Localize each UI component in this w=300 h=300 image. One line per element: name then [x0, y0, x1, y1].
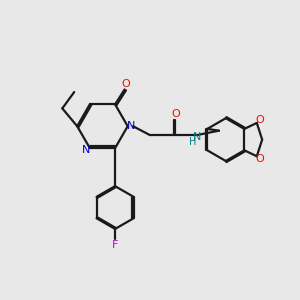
Text: N: N	[193, 132, 201, 142]
Text: O: O	[255, 154, 264, 164]
Text: O: O	[255, 115, 264, 125]
Text: N: N	[82, 145, 90, 154]
Text: O: O	[122, 79, 130, 89]
Text: F: F	[112, 240, 118, 250]
Text: N: N	[127, 121, 136, 131]
Text: O: O	[172, 109, 180, 119]
Text: H: H	[189, 137, 197, 147]
